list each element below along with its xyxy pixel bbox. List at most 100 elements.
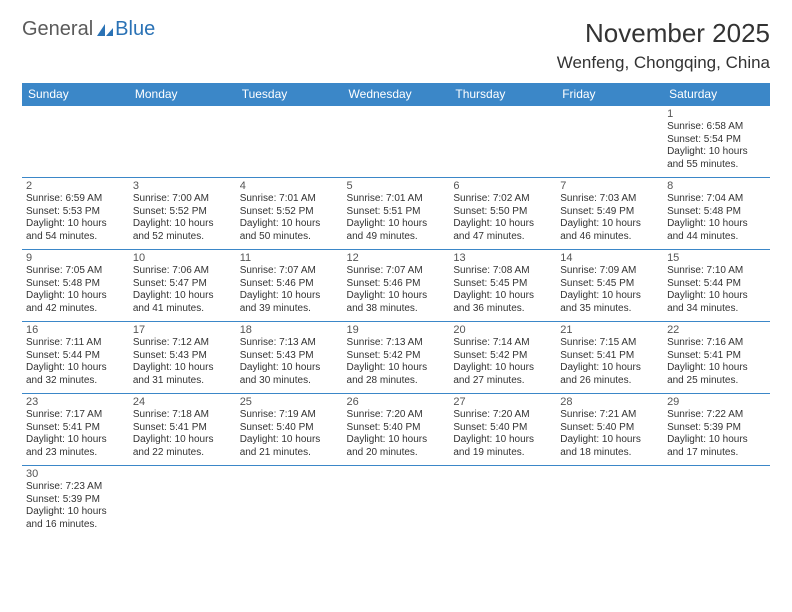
sunset-line: Sunset: 5:39 PM xyxy=(26,494,125,507)
day-number: 7 xyxy=(560,180,659,192)
day-number: 9 xyxy=(26,252,125,264)
daylight-line: Daylight: 10 hours and 36 minutes. xyxy=(453,290,552,315)
sunset-line: Sunset: 5:52 PM xyxy=(133,206,232,219)
sunset-line: Sunset: 5:40 PM xyxy=(560,422,659,435)
sunset-line: Sunset: 5:42 PM xyxy=(347,350,446,363)
sunset-line: Sunset: 5:52 PM xyxy=(240,206,339,219)
daylight-line: Daylight: 10 hours and 38 minutes. xyxy=(347,290,446,315)
sunrise-line: Sunrise: 7:02 AM xyxy=(453,193,552,206)
sunset-line: Sunset: 5:43 PM xyxy=(133,350,232,363)
calendar-cell-empty xyxy=(556,466,663,538)
daylight-line: Daylight: 10 hours and 18 minutes. xyxy=(560,434,659,459)
sunrise-line: Sunrise: 7:05 AM xyxy=(26,265,125,278)
daylight-line: Daylight: 10 hours and 34 minutes. xyxy=(667,290,766,315)
calendar-cell-empty xyxy=(449,466,556,538)
daylight-line: Daylight: 10 hours and 32 minutes. xyxy=(26,362,125,387)
sunrise-line: Sunrise: 7:04 AM xyxy=(667,193,766,206)
sunrise-line: Sunrise: 7:01 AM xyxy=(240,193,339,206)
sunrise-line: Sunrise: 7:01 AM xyxy=(347,193,446,206)
daylight-line: Daylight: 10 hours and 20 minutes. xyxy=(347,434,446,459)
header: General Blue November 2025 Wenfeng, Chon… xyxy=(22,18,770,73)
sunset-line: Sunset: 5:50 PM xyxy=(453,206,552,219)
daylight-line: Daylight: 10 hours and 26 minutes. xyxy=(560,362,659,387)
sunrise-line: Sunrise: 7:18 AM xyxy=(133,409,232,422)
calendar-cell: 5Sunrise: 7:01 AMSunset: 5:51 PMDaylight… xyxy=(343,178,450,250)
calendar-cell: 7Sunrise: 7:03 AMSunset: 5:49 PMDaylight… xyxy=(556,178,663,250)
calendar-body: 1Sunrise: 6:58 AMSunset: 5:54 PMDaylight… xyxy=(22,106,770,538)
page: General Blue November 2025 Wenfeng, Chon… xyxy=(0,0,792,556)
day-header: Wednesday xyxy=(343,83,450,106)
sunrise-line: Sunrise: 7:15 AM xyxy=(560,337,659,350)
calendar-cell-empty xyxy=(343,466,450,538)
daylight-line: Daylight: 10 hours and 44 minutes. xyxy=(667,218,766,243)
sunset-line: Sunset: 5:46 PM xyxy=(240,278,339,291)
day-number: 15 xyxy=(667,252,766,264)
sunrise-line: Sunrise: 7:13 AM xyxy=(240,337,339,350)
sunset-line: Sunset: 5:40 PM xyxy=(240,422,339,435)
daylight-line: Daylight: 10 hours and 16 minutes. xyxy=(26,506,125,531)
daylight-line: Daylight: 10 hours and 41 minutes. xyxy=(133,290,232,315)
daylight-line: Daylight: 10 hours and 25 minutes. xyxy=(667,362,766,387)
calendar-cell: 8Sunrise: 7:04 AMSunset: 5:48 PMDaylight… xyxy=(663,178,770,250)
sunset-line: Sunset: 5:48 PM xyxy=(667,206,766,219)
sunrise-line: Sunrise: 7:14 AM xyxy=(453,337,552,350)
calendar-cell: 22Sunrise: 7:16 AMSunset: 5:41 PMDayligh… xyxy=(663,322,770,394)
sunset-line: Sunset: 5:54 PM xyxy=(667,134,766,147)
logo-text-general: General xyxy=(22,18,93,41)
sunset-line: Sunset: 5:51 PM xyxy=(347,206,446,219)
calendar-cell: 23Sunrise: 7:17 AMSunset: 5:41 PMDayligh… xyxy=(22,394,129,466)
calendar-row: 30Sunrise: 7:23 AMSunset: 5:39 PMDayligh… xyxy=(22,466,770,538)
sunset-line: Sunset: 5:39 PM xyxy=(667,422,766,435)
calendar-cell: 24Sunrise: 7:18 AMSunset: 5:41 PMDayligh… xyxy=(129,394,236,466)
daylight-line: Daylight: 10 hours and 39 minutes. xyxy=(240,290,339,315)
calendar-cell-empty xyxy=(129,106,236,178)
day-number: 8 xyxy=(667,180,766,192)
day-header: Tuesday xyxy=(236,83,343,106)
day-header: Saturday xyxy=(663,83,770,106)
logo-text-blue: Blue xyxy=(115,18,155,41)
calendar-head: SundayMondayTuesdayWednesdayThursdayFrid… xyxy=(22,83,770,106)
sunset-line: Sunset: 5:47 PM xyxy=(133,278,232,291)
calendar-row: 9Sunrise: 7:05 AMSunset: 5:48 PMDaylight… xyxy=(22,250,770,322)
calendar-cell: 26Sunrise: 7:20 AMSunset: 5:40 PMDayligh… xyxy=(343,394,450,466)
calendar-cell: 1Sunrise: 6:58 AMSunset: 5:54 PMDaylight… xyxy=(663,106,770,178)
calendar-cell: 6Sunrise: 7:02 AMSunset: 5:50 PMDaylight… xyxy=(449,178,556,250)
sunset-line: Sunset: 5:45 PM xyxy=(453,278,552,291)
day-number: 5 xyxy=(347,180,446,192)
daylight-line: Daylight: 10 hours and 27 minutes. xyxy=(453,362,552,387)
day-number: 16 xyxy=(26,324,125,336)
day-number: 26 xyxy=(347,396,446,408)
day-header: Sunday xyxy=(22,83,129,106)
calendar-cell: 2Sunrise: 6:59 AMSunset: 5:53 PMDaylight… xyxy=(22,178,129,250)
calendar-cell: 16Sunrise: 7:11 AMSunset: 5:44 PMDayligh… xyxy=(22,322,129,394)
calendar-cell-empty xyxy=(22,106,129,178)
day-number: 3 xyxy=(133,180,232,192)
day-number: 19 xyxy=(347,324,446,336)
sunset-line: Sunset: 5:40 PM xyxy=(347,422,446,435)
sunrise-line: Sunrise: 7:21 AM xyxy=(560,409,659,422)
daylight-line: Daylight: 10 hours and 23 minutes. xyxy=(26,434,125,459)
daylight-line: Daylight: 10 hours and 55 minutes. xyxy=(667,146,766,171)
day-number: 23 xyxy=(26,396,125,408)
daylight-line: Daylight: 10 hours and 19 minutes. xyxy=(453,434,552,459)
daylight-line: Daylight: 10 hours and 54 minutes. xyxy=(26,218,125,243)
daylight-line: Daylight: 10 hours and 42 minutes. xyxy=(26,290,125,315)
sunset-line: Sunset: 5:40 PM xyxy=(453,422,552,435)
calendar-cell: 9Sunrise: 7:05 AMSunset: 5:48 PMDaylight… xyxy=(22,250,129,322)
day-number: 17 xyxy=(133,324,232,336)
month-title: November 2025 xyxy=(557,18,770,49)
daylight-line: Daylight: 10 hours and 35 minutes. xyxy=(560,290,659,315)
calendar-cell: 18Sunrise: 7:13 AMSunset: 5:43 PMDayligh… xyxy=(236,322,343,394)
sunrise-line: Sunrise: 7:16 AM xyxy=(667,337,766,350)
sunrise-line: Sunrise: 7:00 AM xyxy=(133,193,232,206)
sunrise-line: Sunrise: 7:10 AM xyxy=(667,265,766,278)
calendar-cell: 14Sunrise: 7:09 AMSunset: 5:45 PMDayligh… xyxy=(556,250,663,322)
calendar-cell-empty xyxy=(129,466,236,538)
calendar-cell: 20Sunrise: 7:14 AMSunset: 5:42 PMDayligh… xyxy=(449,322,556,394)
daylight-line: Daylight: 10 hours and 50 minutes. xyxy=(240,218,339,243)
sunrise-line: Sunrise: 7:17 AM xyxy=(26,409,125,422)
day-number: 20 xyxy=(453,324,552,336)
day-number: 14 xyxy=(560,252,659,264)
day-number: 25 xyxy=(240,396,339,408)
sunrise-line: Sunrise: 6:59 AM xyxy=(26,193,125,206)
